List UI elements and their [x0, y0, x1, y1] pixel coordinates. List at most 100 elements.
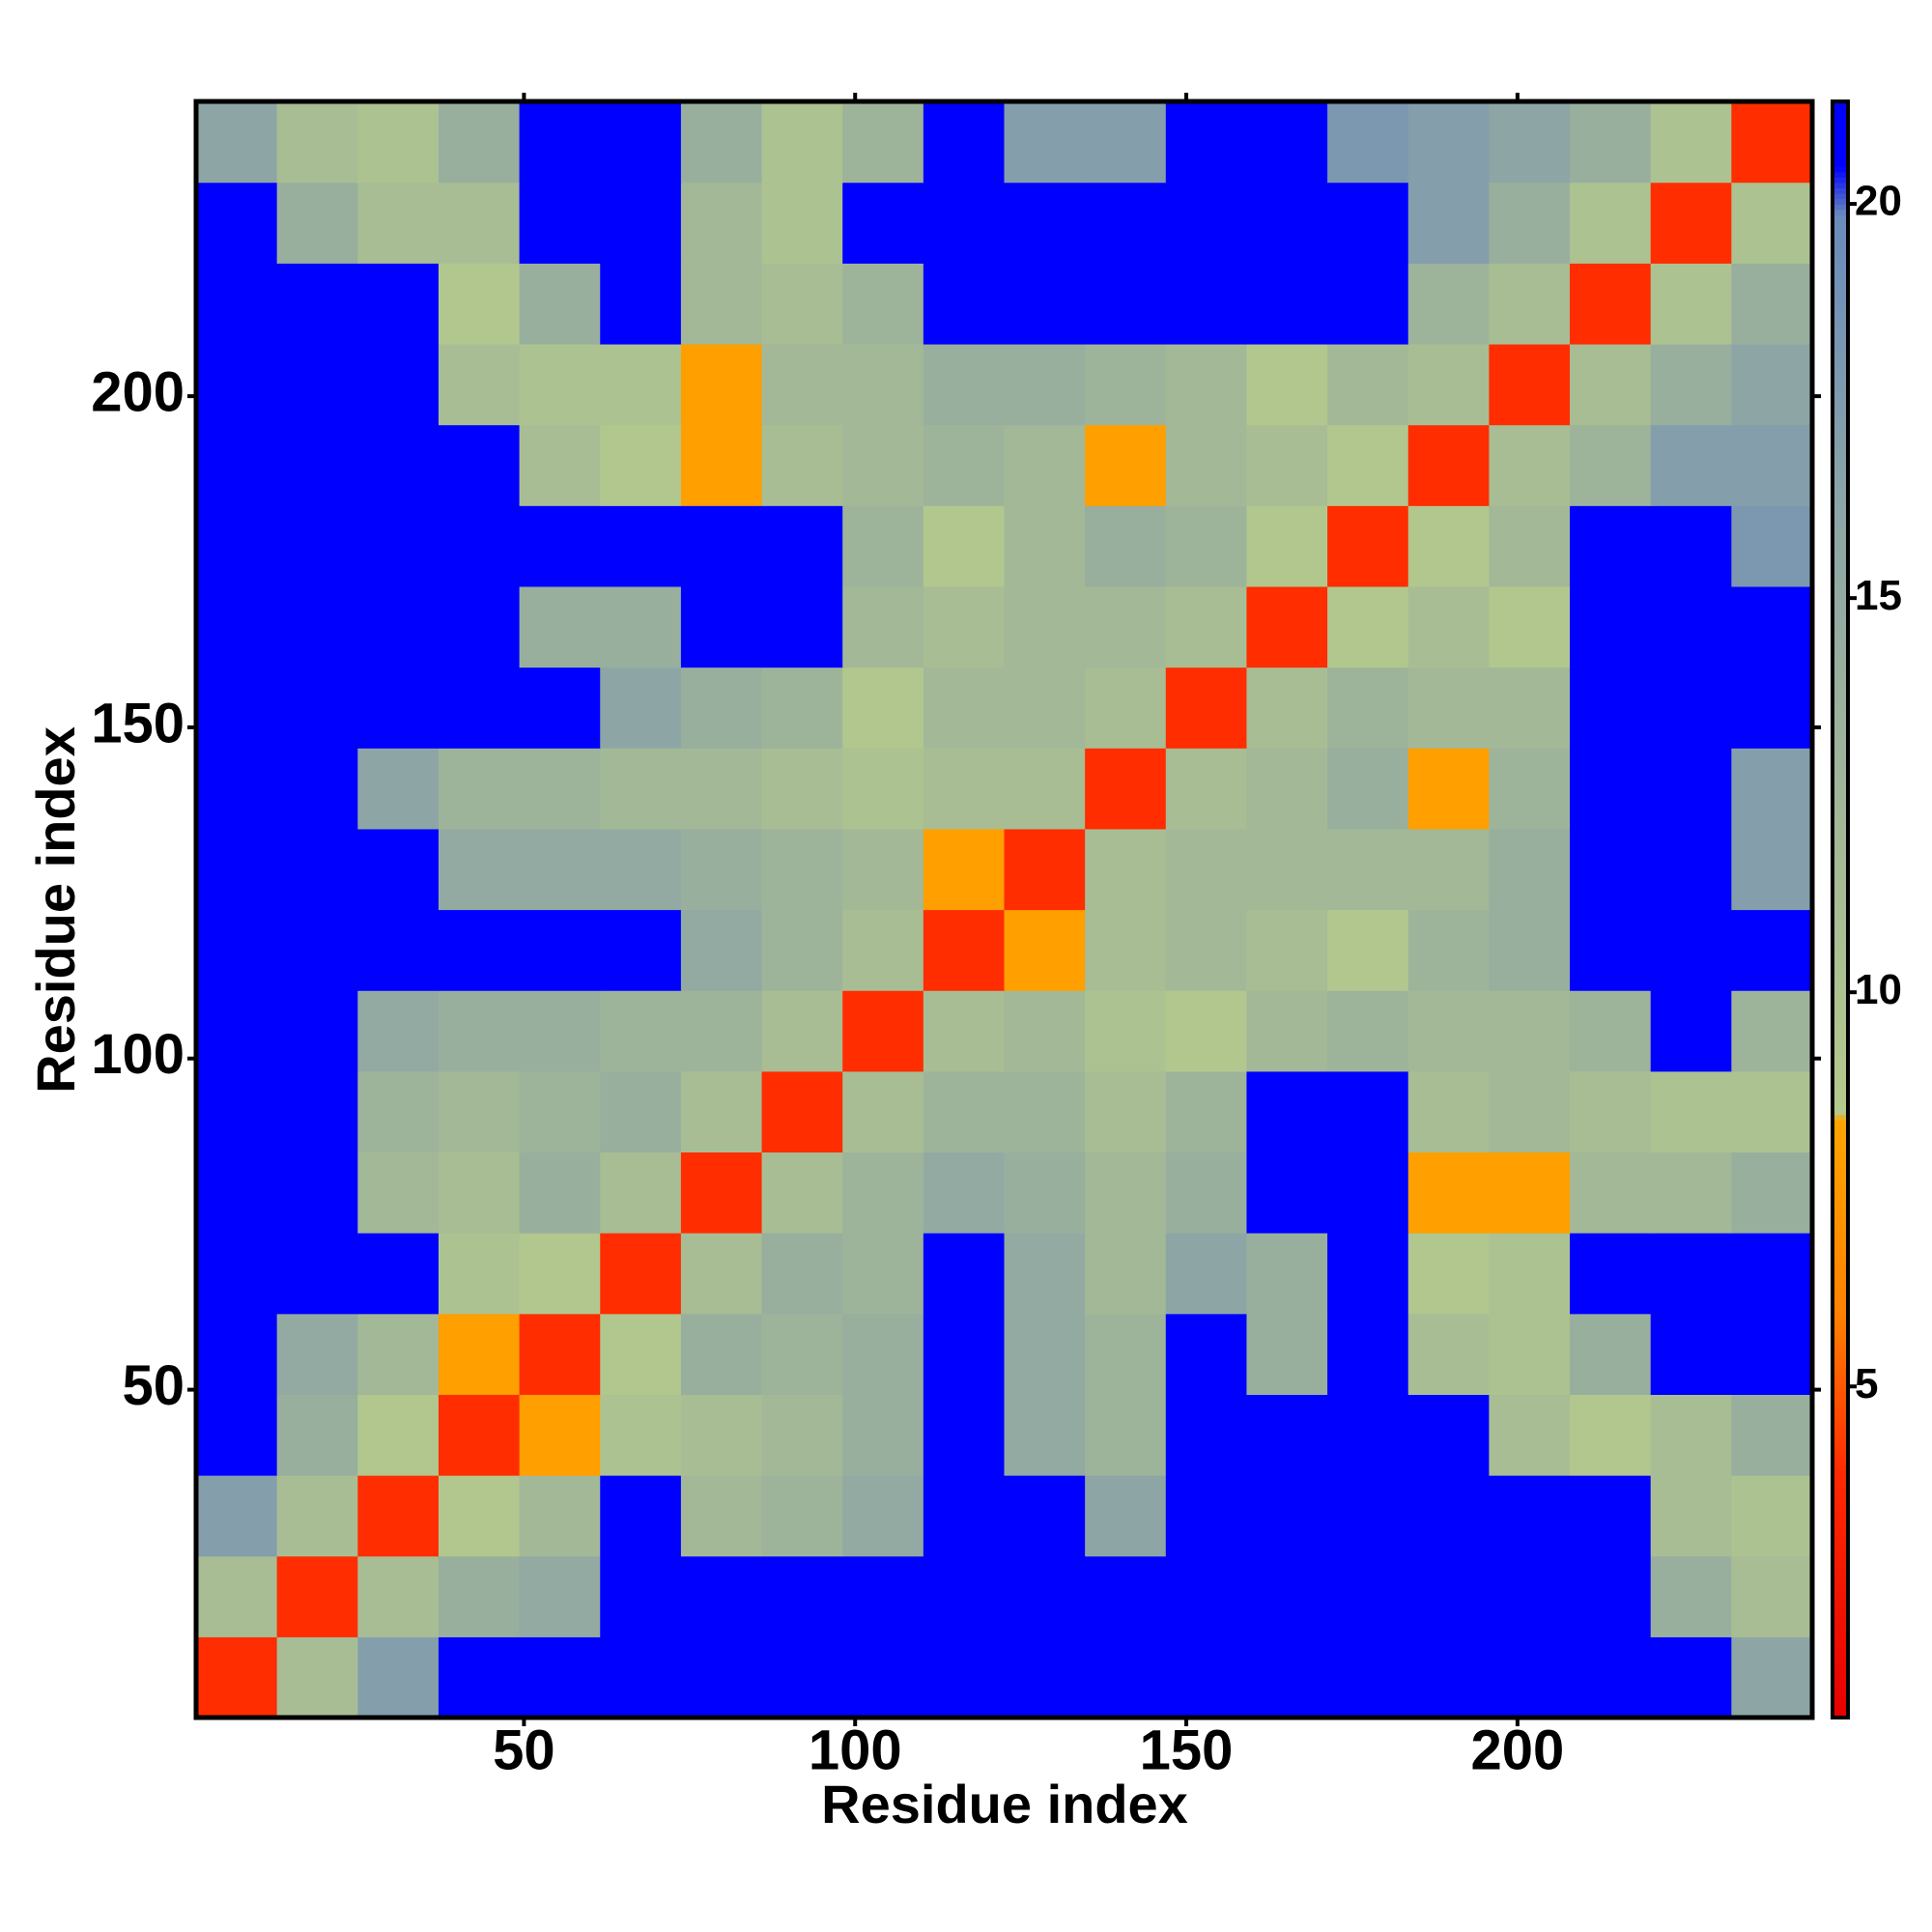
- heatmap-cell: [1246, 182, 1328, 264]
- colorbar-segment: [1833, 763, 1848, 771]
- colorbar-segment: [1833, 236, 1848, 242]
- colorbar-segment: [1833, 1534, 1848, 1541]
- colorbar-segment: [1833, 1636, 1848, 1643]
- heatmap-cell: [842, 828, 924, 911]
- colorbar-segment: [1833, 796, 1848, 803]
- heatmap-cell: [1570, 1555, 1652, 1637]
- heatmap-cell: [438, 182, 521, 264]
- heatmap-cell: [923, 990, 1006, 1072]
- heatmap-cell: [1246, 585, 1328, 668]
- colorbar-segment: [1833, 543, 1848, 550]
- colorbar-segment: [1833, 133, 1848, 140]
- heatmap-cell: [1489, 1394, 1571, 1476]
- heatmap-cell: [842, 1555, 924, 1637]
- colorbar-segment: [1833, 1712, 1848, 1719]
- heatmap-cell: [438, 1555, 521, 1637]
- colorbar-segment: [1833, 1340, 1848, 1348]
- colorbar-segment: [1833, 101, 1848, 108]
- colorbar-segment: [1833, 1394, 1848, 1401]
- heatmap-cell: [1489, 343, 1571, 426]
- heatmap-cell: [1165, 1233, 1248, 1315]
- colorbar-segment: [1833, 526, 1848, 533]
- heatmap-cell: [357, 505, 440, 587]
- heatmap-cell: [438, 667, 521, 749]
- colorbar-segment: [1833, 694, 1848, 700]
- colorbar-segment: [1833, 1233, 1848, 1239]
- heatmap-cell: [276, 1070, 358, 1153]
- colorbar-segment: [1833, 1323, 1848, 1331]
- heatmap-cell: [1731, 1636, 1813, 1719]
- heatmap-cell: [1085, 1475, 1167, 1557]
- colorbar-segment: [1833, 1065, 1848, 1072]
- heatmap-cell: [1731, 1313, 1813, 1395]
- colorbar-segment: [1833, 1313, 1848, 1321]
- heatmap-cell: [1407, 263, 1490, 345]
- heatmap-cell: [1004, 990, 1086, 1072]
- colorbar-segment: [1833, 817, 1848, 825]
- colorbar-segment: [1833, 1060, 1848, 1067]
- heatmap-cell: [1570, 1233, 1652, 1315]
- colorbar-segment: [1833, 656, 1848, 663]
- heatmap-cell: [1407, 505, 1490, 587]
- colorbar-segment: [1833, 1588, 1848, 1595]
- colorbar-segment: [1833, 995, 1848, 1003]
- colorbar-segment: [1833, 1248, 1848, 1256]
- colorbar-segment: [1833, 629, 1848, 636]
- colorbar-tick-label: 10: [1855, 966, 1902, 1013]
- heatmap-cell: [357, 667, 440, 749]
- colorbar-segment: [1833, 1302, 1848, 1309]
- heatmap-cell: [1570, 828, 1652, 911]
- heatmap-cell: [761, 182, 843, 264]
- heatmap-cell: [357, 1555, 440, 1637]
- heatmap-cells: [196, 101, 1813, 1719]
- heatmap-cell: [1489, 263, 1571, 345]
- heatmap-cell: [1246, 343, 1328, 426]
- heatmap-cell: [680, 828, 763, 911]
- heatmap-cell: [1489, 909, 1571, 991]
- colorbar-segment: [1833, 451, 1848, 458]
- colorbar-segment: [1833, 1308, 1848, 1315]
- x-axis-title: Residue index: [821, 1774, 1188, 1834]
- heatmap-cell: [600, 1394, 682, 1476]
- heatmap-cell: [1327, 990, 1409, 1072]
- colorbar-segment: [1833, 1405, 1848, 1411]
- colorbar-segment: [1833, 823, 1848, 830]
- heatmap-cell: [357, 990, 440, 1072]
- heatmap-cell: [1085, 505, 1167, 587]
- colorbar-segment: [1833, 850, 1848, 857]
- colorbar-segment: [1833, 915, 1848, 922]
- heatmap-cell: [680, 343, 763, 426]
- colorbar-segment: [1833, 903, 1848, 911]
- heatmap-cell: [1570, 1636, 1652, 1719]
- heatmap-cell: [1489, 1475, 1571, 1557]
- heatmap-cell: [1246, 909, 1328, 991]
- heatmap-cell: [842, 263, 924, 345]
- heatmap-cell: [438, 1313, 521, 1395]
- heatmap-cell: [357, 101, 440, 184]
- heatmap-cell: [923, 1070, 1006, 1153]
- colorbar-segment: [1833, 575, 1848, 582]
- heatmap-cell: [600, 182, 682, 264]
- colorbar-segment: [1833, 1373, 1848, 1379]
- heatmap-cell: [1004, 828, 1086, 911]
- colorbar-segment: [1833, 1658, 1848, 1665]
- colorbar-segment: [1833, 742, 1848, 749]
- heatmap-cell: [1004, 263, 1086, 345]
- heatmap-cell: [1650, 343, 1732, 426]
- heatmap-cell: [761, 1475, 843, 1557]
- colorbar-segment: [1833, 1081, 1848, 1089]
- heatmap-cell: [1246, 990, 1328, 1072]
- colorbar-frame: [1831, 99, 1850, 1719]
- colorbar-segment: [1833, 1119, 1848, 1126]
- heatmap-cell: [276, 909, 358, 991]
- colorbar-segment: [1833, 1189, 1848, 1196]
- colorbar-segment: [1833, 1653, 1848, 1660]
- heatmap-cell: [1489, 182, 1571, 264]
- heatmap-cell: [1165, 263, 1248, 345]
- heatmap-cell: [1570, 1313, 1652, 1395]
- heatmap-cell: [761, 748, 843, 830]
- heatmap-cell: [357, 1475, 440, 1557]
- colorbar-segment: [1833, 1146, 1848, 1153]
- heatmap-cell: [438, 1151, 521, 1234]
- heatmap-cell: [196, 990, 278, 1072]
